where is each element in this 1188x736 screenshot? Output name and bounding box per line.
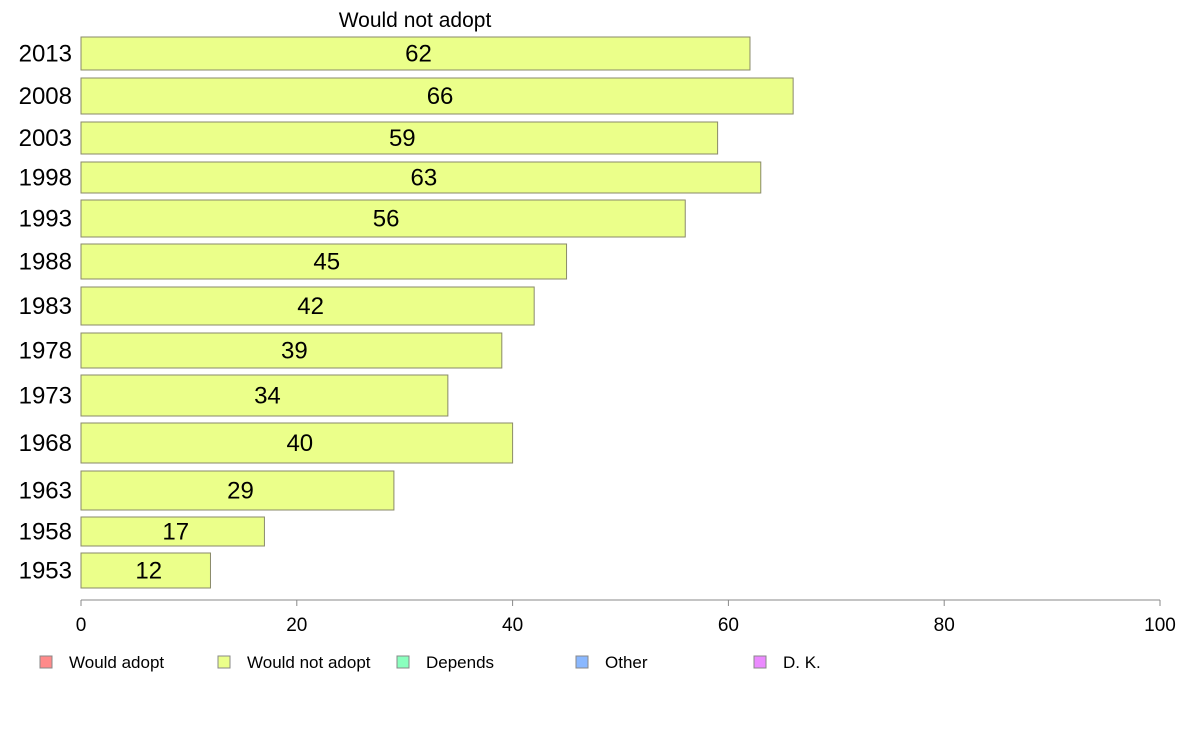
bar-1983 bbox=[80, 286, 535, 326]
x-tick-label-0: 0 bbox=[76, 615, 87, 636]
bar-2008 bbox=[80, 77, 794, 115]
value-label-2013: 62 bbox=[405, 41, 432, 68]
x-tick-label-100: 100 bbox=[1144, 615, 1176, 636]
category-label-1953: 1953 bbox=[19, 558, 72, 585]
bar-2003 bbox=[80, 121, 719, 155]
category-label-1963: 1963 bbox=[19, 478, 72, 505]
legend: Would adopt Would not adopt Depends Other D.… bbox=[39, 653, 821, 672]
category-label-1968: 1968 bbox=[19, 430, 72, 457]
legend-label-other: Other bbox=[605, 653, 648, 672]
value-label-1978: 39 bbox=[281, 338, 308, 365]
chart-title: Would not adopt bbox=[339, 9, 492, 32]
legend-swatch-depends bbox=[396, 655, 410, 669]
bar-1958 bbox=[80, 516, 265, 547]
legend-label-would-not-adopt: Would not adopt bbox=[247, 653, 371, 672]
bar-1988 bbox=[80, 243, 568, 280]
bar-1968 bbox=[80, 422, 514, 464]
category-label-2003: 2003 bbox=[19, 125, 72, 152]
value-label-1953: 12 bbox=[135, 558, 162, 585]
category-label-1958: 1958 bbox=[19, 519, 72, 546]
value-label-1973: 34 bbox=[254, 383, 281, 410]
bar-1963 bbox=[80, 470, 395, 511]
legend-label-depends: Depends bbox=[426, 653, 494, 672]
bar-2013 bbox=[80, 36, 751, 71]
legend-swatch-d-k bbox=[753, 655, 767, 669]
bar-1953 bbox=[80, 552, 211, 589]
x-tick-label-40: 40 bbox=[502, 615, 523, 636]
category-label-2013: 2013 bbox=[19, 41, 72, 68]
value-label-2003: 59 bbox=[389, 125, 416, 152]
legend-label-d-k: D. K. bbox=[783, 653, 821, 672]
bar-1993 bbox=[80, 199, 686, 238]
x-tick-label-60: 60 bbox=[718, 615, 739, 636]
category-label-1988: 1988 bbox=[19, 249, 72, 276]
x-tick-label-80: 80 bbox=[934, 615, 955, 636]
bar-1978 bbox=[80, 332, 503, 369]
category-label-2008: 2008 bbox=[19, 83, 72, 110]
value-label-1983: 42 bbox=[297, 293, 324, 320]
bar-1998 bbox=[80, 161, 762, 194]
legend-swatch-would-adopt bbox=[39, 655, 53, 669]
value-label-1988: 45 bbox=[313, 249, 340, 276]
legend-swatch-would-not-adopt bbox=[217, 655, 231, 669]
category-label-1998: 1998 bbox=[19, 165, 72, 192]
x-axis: 0 20 40 60 80 100 bbox=[76, 599, 1176, 636]
value-label-1963: 29 bbox=[227, 478, 254, 505]
category-label-1993: 1993 bbox=[19, 206, 72, 233]
category-label-1978: 1978 bbox=[19, 338, 72, 365]
x-tick-label-20: 20 bbox=[286, 615, 307, 636]
bars: 2013 62 2008 66 2003 59 1998 63 1993 56 1988 45 1983… bbox=[19, 36, 794, 589]
legend-swatch-other bbox=[575, 655, 589, 669]
bar-1973 bbox=[80, 374, 449, 417]
legend-label-would-adopt: Would adopt bbox=[69, 653, 164, 672]
category-label-1973: 1973 bbox=[19, 383, 72, 410]
value-label-1998: 63 bbox=[411, 165, 438, 192]
value-label-2008: 66 bbox=[427, 83, 454, 110]
value-label-1968: 40 bbox=[286, 430, 313, 457]
category-label-1983: 1983 bbox=[19, 293, 72, 320]
value-label-1993: 56 bbox=[373, 206, 400, 233]
value-label-1958: 17 bbox=[162, 519, 189, 546]
